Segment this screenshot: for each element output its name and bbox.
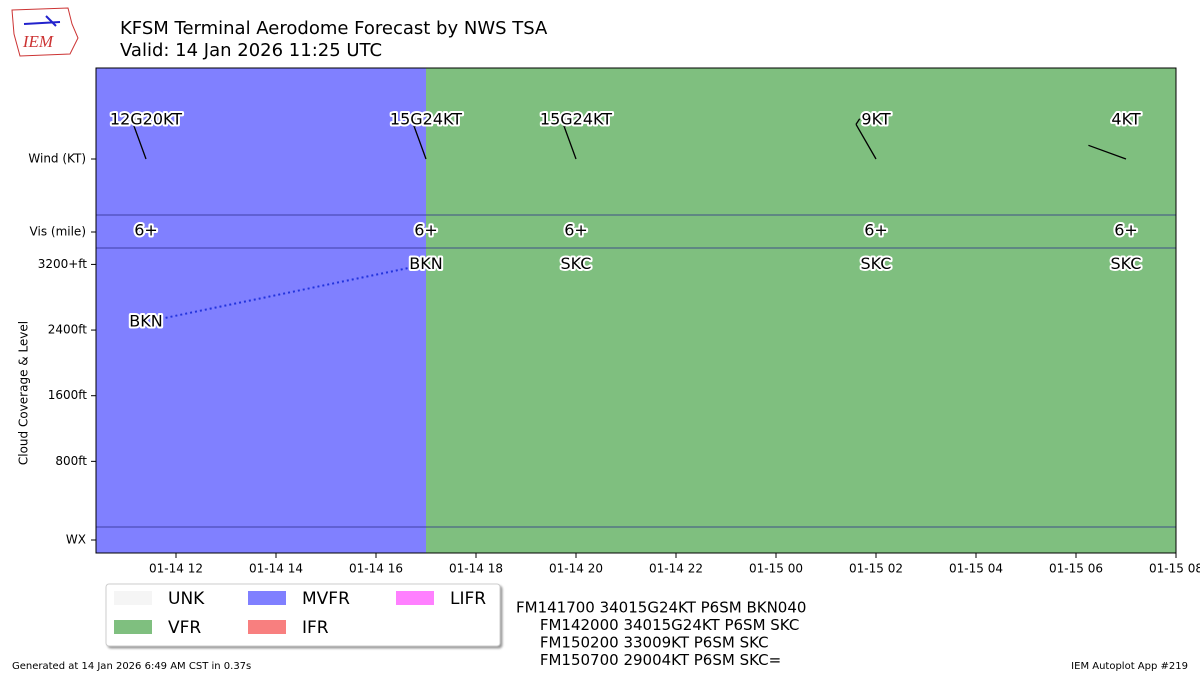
x-tick-label: 01-14 16 — [349, 562, 403, 576]
logo-outline — [11, 7, 79, 57]
wind-barb — [855, 124, 877, 160]
vis-label: 6+ — [134, 221, 158, 240]
barb-feather — [131, 114, 142, 122]
footer-left: Generated at 14 Jan 2026 6:49 AM CST in … — [12, 661, 251, 672]
taf-line: FM141700 34015G24KT P6SM BKN040 — [516, 599, 806, 617]
y-tick-label: 2400ft — [48, 323, 88, 337]
barb-feather — [561, 114, 572, 122]
vis-label: 6+ — [864, 221, 888, 240]
cloud-label: SKC — [861, 254, 892, 273]
barb-feather — [413, 121, 420, 128]
legend-swatch — [248, 591, 286, 605]
cloud-label: BKN — [129, 311, 162, 330]
x-tick-label: 01-15 00 — [749, 562, 803, 576]
logo-text: IEM — [22, 32, 54, 51]
legend-swatch — [114, 620, 152, 634]
taf-line: FM150200 33009KT P6SM SKC — [516, 634, 769, 652]
cloud-label: BKN — [409, 254, 442, 273]
category-span — [426, 68, 1176, 553]
x-tick-label: 01-14 20 — [549, 562, 603, 576]
taf-line: FM150700 29004KT P6SM SKC= — [516, 651, 781, 669]
y-tick-label: 1600ft — [48, 388, 88, 402]
plot-frame — [95, 67, 1177, 554]
logo: IEM — [11, 7, 79, 57]
category-span — [96, 68, 426, 553]
wind-label: 4KT — [1111, 110, 1140, 129]
x-tick-label: 01-15 02 — [849, 562, 903, 576]
legend-label: VFR — [168, 618, 201, 638]
logo-icon — [23, 15, 61, 27]
legend: UNK MVFR LIFR VFR IFR — [114, 589, 486, 638]
vis-label: 6+ — [564, 221, 588, 240]
x-tick-label: 01-15 06 — [1049, 562, 1103, 576]
wind-barb — [411, 121, 427, 160]
vis-label: 6+ — [414, 221, 438, 240]
legend-swatch — [248, 620, 286, 634]
row-label: WX — [66, 533, 86, 547]
row-label: Vis (mile) — [30, 225, 86, 239]
legend-label: LIFR — [450, 589, 486, 609]
wind-label: 9KT — [861, 110, 890, 129]
taf-line: FM142000 34015G24KT P6SM SKC — [516, 616, 799, 634]
wind-label: 15G24KT — [390, 110, 462, 129]
legend-label: MVFR — [302, 589, 350, 609]
wind-barb — [561, 121, 577, 160]
x-tick-label: 01-14 12 — [149, 562, 203, 576]
chart-title: KFSM Terminal Aerodome Forecast by NWS T… — [120, 18, 548, 39]
y-tick-label: 3200+ft — [38, 257, 88, 271]
barb-feather — [411, 114, 422, 122]
cloud-label: SKC — [561, 254, 592, 273]
wind-label: 15G24KT — [540, 110, 612, 129]
y-axis-label: Cloud Coverage & Level — [17, 321, 31, 465]
vis-label: 6+ — [1114, 221, 1138, 240]
footer-right: IEM Autoplot App #219 — [1071, 661, 1188, 672]
wind-label: 12G20KT — [110, 110, 182, 129]
cloud-label: SKC — [1111, 254, 1142, 273]
taf-text: FM141700 34015G24KT P6SM BKN040 FM142000… — [516, 599, 806, 670]
wind-barb — [131, 121, 147, 160]
x-tick-label: 01-15 08 — [1149, 562, 1200, 576]
plot-area: 12G20KT 6+ BKN 15G24KT 6+ BKN 15G24KT 6+ SKC 9KT 6… — [95, 67, 1177, 554]
x-tick-label: 01-15 04 — [949, 562, 1003, 576]
row-label: Wind (KT) — [28, 152, 86, 166]
wind-barb — [1088, 144, 1127, 160]
y-tick-label: 800ft — [55, 454, 87, 468]
x-tick-label: 01-14 14 — [249, 562, 303, 576]
legend-label: IFR — [302, 618, 329, 638]
legend-label: UNK — [168, 589, 205, 609]
barb-feather — [855, 118, 861, 125]
legend-swatch — [396, 591, 434, 605]
legend-swatch — [114, 591, 152, 605]
chart-subtitle: Valid: 14 Jan 2026 11:25 UTC — [120, 40, 382, 61]
x-tick-label: 01-14 22 — [649, 562, 703, 576]
x-tick-label: 01-14 18 — [449, 562, 503, 576]
barb-feather — [563, 121, 570, 128]
